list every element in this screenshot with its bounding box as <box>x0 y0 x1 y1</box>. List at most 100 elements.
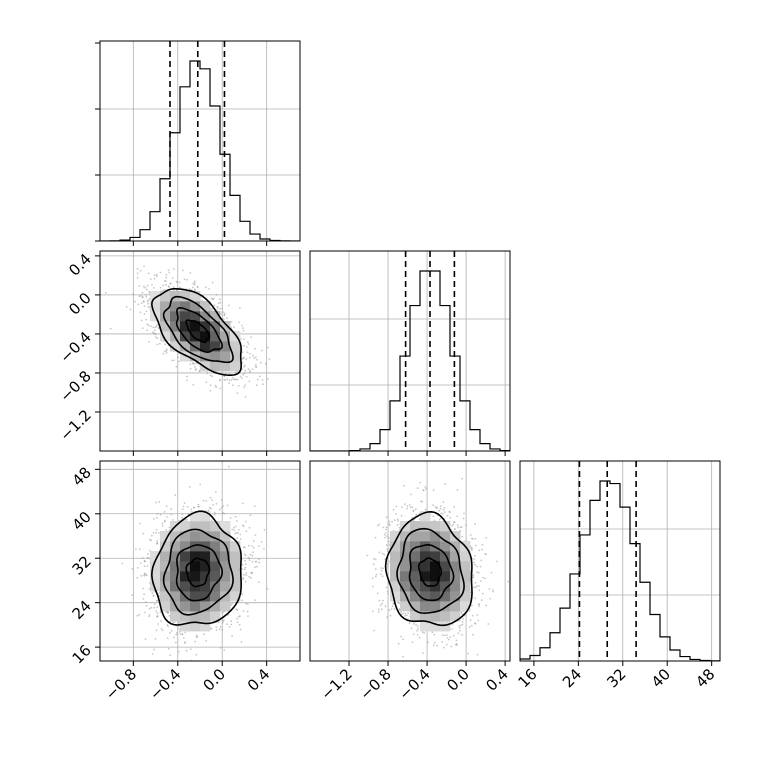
density-cell <box>160 591 171 602</box>
density-cell <box>200 571 211 582</box>
sample-point <box>152 532 155 534</box>
sample-point <box>236 378 239 381</box>
sample-point <box>253 357 256 360</box>
sample-point <box>245 375 248 378</box>
sample-point <box>255 356 257 358</box>
sample-point <box>121 562 124 565</box>
density-grid <box>150 511 241 632</box>
histogram-frame-1 <box>99 40 301 242</box>
sample-point <box>224 312 226 315</box>
sample-point <box>248 526 251 529</box>
sample-point <box>170 508 173 511</box>
density-cell <box>180 621 191 632</box>
density-cell <box>190 611 201 622</box>
sample-point <box>207 509 210 512</box>
sample-point <box>243 372 246 374</box>
sample-point <box>234 532 237 535</box>
sample-point <box>177 356 180 359</box>
sample-point <box>146 329 149 331</box>
sample-point <box>148 588 151 590</box>
sample-point <box>145 604 148 607</box>
sample-point <box>233 326 235 329</box>
sample-point <box>109 327 112 330</box>
sample-point <box>214 384 217 387</box>
density-cell <box>190 591 201 602</box>
sample-point <box>137 566 139 569</box>
sample-point <box>255 364 257 366</box>
sample-point <box>215 629 218 631</box>
sample-point <box>231 635 234 638</box>
contour-level-4 <box>150 288 243 376</box>
sample-point <box>183 278 186 281</box>
sample-point <box>259 361 262 364</box>
sample-point <box>175 633 178 636</box>
density-cell <box>160 321 171 332</box>
sample-point <box>242 373 245 376</box>
sample-point <box>160 627 163 630</box>
sample-point <box>159 271 162 274</box>
sample-point <box>166 624 169 626</box>
sample-point <box>245 572 248 574</box>
sample-point <box>222 619 225 622</box>
sample-point <box>146 288 148 291</box>
sample-point <box>172 519 174 521</box>
sample-point <box>134 300 136 303</box>
sample-point <box>173 621 176 624</box>
sample-point <box>221 611 224 614</box>
sample-point <box>221 628 224 631</box>
sample-point <box>155 501 157 504</box>
density-cell <box>170 311 181 322</box>
histogram-frame-2 <box>309 250 511 452</box>
sample-point <box>104 291 107 294</box>
sample-point <box>248 380 251 383</box>
sample-point <box>164 280 167 283</box>
sample-point <box>149 538 151 541</box>
sample-point <box>221 621 224 624</box>
density-cell <box>210 321 221 332</box>
sample-point <box>238 529 240 531</box>
sample-point <box>160 620 163 623</box>
sample-point <box>253 505 256 507</box>
histogram-panel-2 <box>309 250 511 452</box>
sample-point <box>260 540 263 543</box>
sample-point <box>246 610 249 613</box>
sample-point <box>255 358 258 361</box>
sample-point <box>263 548 265 550</box>
sample-point <box>244 580 247 583</box>
sample-point <box>245 574 248 576</box>
sample-point <box>236 537 239 539</box>
histogram-panel-1 <box>95 40 301 242</box>
sample-point <box>215 502 218 505</box>
density-cell <box>230 331 241 342</box>
density-cell <box>180 561 191 572</box>
sample-point <box>182 505 185 508</box>
sample-point <box>243 338 245 340</box>
sample-point <box>129 308 132 311</box>
sample-point <box>258 558 260 561</box>
sample-point <box>247 368 250 370</box>
sample-point <box>205 286 207 289</box>
sample-point <box>224 379 227 381</box>
density-cell <box>220 531 231 542</box>
sample-point <box>242 327 244 330</box>
sample-point <box>238 321 240 324</box>
sample-point <box>144 638 147 641</box>
sample-point <box>145 318 148 321</box>
density-cell <box>160 331 171 342</box>
density-cell <box>190 571 201 582</box>
sample-point <box>138 285 141 287</box>
density-cell <box>200 321 211 332</box>
sample-point <box>248 356 251 359</box>
sample-point <box>202 499 205 502</box>
sample-point <box>187 513 190 515</box>
sample-point <box>215 626 218 629</box>
sample-point <box>244 520 247 523</box>
sample-point <box>219 301 222 304</box>
sample-point <box>194 366 196 368</box>
density-cell <box>210 531 221 542</box>
density-cell <box>210 601 221 612</box>
sample-point <box>195 653 198 656</box>
density-cell <box>220 561 231 572</box>
sample-point <box>156 513 159 515</box>
density-cell <box>160 601 171 612</box>
